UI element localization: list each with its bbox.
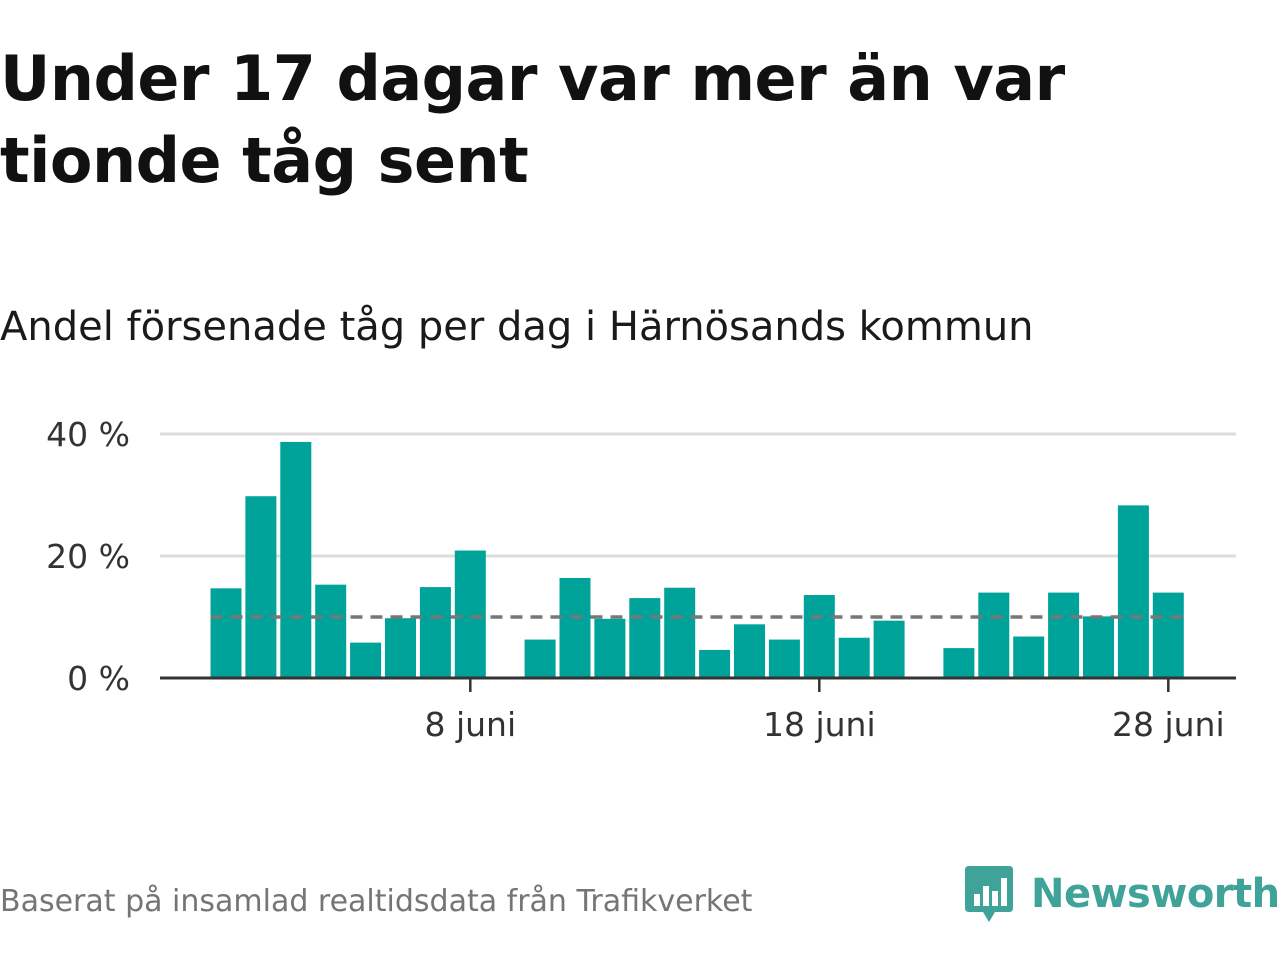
bar bbox=[280, 441, 312, 678]
y-tick-label: 20 % bbox=[46, 537, 130, 576]
y-tick-label: 40 % bbox=[46, 415, 130, 454]
bar bbox=[350, 642, 382, 678]
bar bbox=[1117, 505, 1149, 678]
chart-title: Under 17 dagar var mer än var tionde tåg… bbox=[0, 42, 1065, 197]
bar bbox=[699, 649, 731, 678]
bar bbox=[768, 639, 800, 678]
bar bbox=[943, 648, 975, 678]
bar bbox=[1013, 636, 1045, 678]
bar bbox=[1048, 592, 1080, 678]
bar bbox=[559, 577, 591, 678]
bar bbox=[629, 598, 661, 678]
bar bbox=[1083, 616, 1114, 678]
newsworthy-logo: Newsworthy bbox=[963, 864, 1280, 924]
bar bbox=[454, 550, 486, 678]
bar bbox=[385, 618, 416, 678]
axes: 0 % 20 % 40 % 8 juni 18 juni 28 juni bbox=[46, 415, 1236, 744]
source-note: Baserat på insamlad realtidsdata från Tr… bbox=[0, 884, 753, 919]
bar bbox=[978, 592, 1010, 678]
bar bbox=[315, 584, 347, 678]
grid-lines bbox=[160, 432, 1236, 558]
bar bbox=[245, 496, 277, 678]
bar bbox=[803, 595, 835, 678]
x-tick-label: 28 juni bbox=[1112, 705, 1225, 744]
bar bbox=[419, 587, 451, 678]
bar bbox=[594, 618, 626, 678]
x-tick-label: 18 juni bbox=[763, 705, 876, 744]
bar bbox=[838, 637, 870, 678]
x-tick-label: 8 juni bbox=[424, 705, 516, 744]
y-tick-label: 0 % bbox=[67, 659, 130, 698]
chart-subtitle: Andel försenade tåg per dag i Härnösands… bbox=[0, 304, 1034, 350]
bar bbox=[524, 639, 556, 678]
logo-text: Newsworthy bbox=[1031, 871, 1280, 917]
bar bbox=[210, 588, 242, 678]
bar bbox=[873, 620, 905, 678]
bars bbox=[210, 441, 1184, 678]
bar bbox=[664, 587, 696, 678]
bar bbox=[734, 624, 765, 678]
bar-chart-speech-bubble-icon bbox=[965, 866, 1013, 922]
bar bbox=[1152, 592, 1184, 678]
